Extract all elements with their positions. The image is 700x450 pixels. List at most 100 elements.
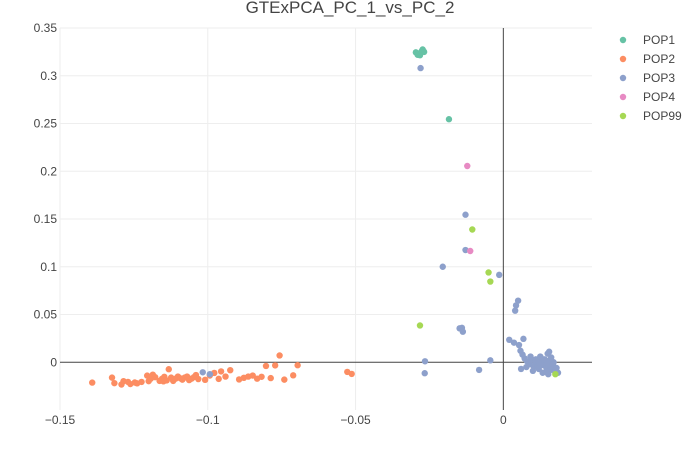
- data-point[interactable]: [417, 64, 424, 72]
- data-point[interactable]: [138, 378, 145, 386]
- data-point[interactable]: [469, 226, 476, 233]
- y-axis-ticks: 0 0.05 0.1 0.15 0.2 0.25 0.3 0.35: [34, 21, 58, 369]
- data-point[interactable]: [506, 336, 513, 344]
- data-point[interactable]: [512, 302, 520, 309]
- data-point[interactable]: [227, 366, 234, 374]
- data-point[interactable]: [195, 375, 202, 383]
- data-point[interactable]: [459, 328, 467, 335]
- series-pop2: [89, 352, 355, 388]
- y-tick-label: 0.3: [40, 69, 57, 83]
- data-point[interactable]: [549, 360, 557, 368]
- data-point[interactable]: [514, 297, 522, 304]
- legend-item-pop99[interactable]: POP99: [619, 109, 682, 123]
- legend-item-pop4[interactable]: POP4: [619, 90, 676, 104]
- data-point[interactable]: [199, 369, 206, 376]
- data-point[interactable]: [510, 339, 518, 346]
- series-pop1: [412, 46, 453, 123]
- data-point[interactable]: [201, 376, 209, 384]
- data-point[interactable]: [421, 370, 428, 377]
- data-point[interactable]: [511, 307, 519, 314]
- data-point[interactable]: [487, 357, 494, 364]
- data-point[interactable]: [527, 353, 534, 360]
- data-point[interactable]: [262, 362, 270, 370]
- data-point[interactable]: [416, 322, 424, 329]
- series-pop3: [199, 64, 562, 378]
- data-point[interactable]: [160, 378, 167, 385]
- data-point[interactable]: [143, 372, 151, 379]
- y-tick-label: 0.25: [34, 117, 58, 131]
- data-point[interactable]: [206, 370, 214, 378]
- grid-lines: [59, 27, 592, 410]
- data-point[interactable]: [294, 362, 301, 369]
- legend[interactable]: POP1 POP2 POP3 POP4 POP99: [619, 33, 682, 123]
- data-point[interactable]: [485, 269, 492, 276]
- data-point[interactable]: [276, 352, 283, 359]
- legend-item-pop3[interactable]: POP3: [619, 71, 676, 85]
- legend-item-pop2[interactable]: POP2: [619, 52, 676, 66]
- data-point[interactable]: [281, 376, 288, 383]
- data-point[interactable]: [517, 365, 525, 373]
- data-point[interactable]: [111, 379, 118, 387]
- data-point[interactable]: [487, 278, 494, 285]
- data-point[interactable]: [439, 263, 446, 270]
- data-point[interactable]: [445, 116, 453, 123]
- data-point[interactable]: [545, 370, 552, 378]
- data-point[interactable]: [539, 369, 546, 376]
- data-point[interactable]: [267, 374, 274, 382]
- data-point[interactable]: [348, 370, 355, 378]
- data-point[interactable]: [545, 348, 553, 355]
- legend-marker: [619, 93, 627, 101]
- y-tick-label: 0.15: [34, 212, 58, 226]
- data-point[interactable]: [215, 375, 222, 383]
- data-point[interactable]: [217, 368, 225, 375]
- series-pop4: [464, 162, 474, 255]
- legend-label: POP3: [643, 71, 675, 85]
- data-point[interactable]: [108, 374, 116, 381]
- y-tick-label: 0: [50, 355, 57, 369]
- data-point[interactable]: [249, 372, 256, 379]
- data-point[interactable]: [515, 341, 523, 349]
- data-point[interactable]: [467, 247, 474, 255]
- data-point[interactable]: [222, 373, 229, 380]
- zero-lines: [60, 28, 592, 410]
- data-point[interactable]: [520, 335, 527, 343]
- data-point[interactable]: [529, 367, 537, 375]
- data-point[interactable]: [475, 366, 483, 374]
- data-point[interactable]: [541, 356, 548, 363]
- data-point[interactable]: [421, 358, 429, 365]
- data-point[interactable]: [89, 379, 96, 386]
- data-point[interactable]: [462, 211, 469, 218]
- y-tick-label: 0.2: [40, 164, 57, 178]
- legend-marker: [619, 74, 627, 82]
- legend-item-pop1[interactable]: POP1: [619, 33, 676, 47]
- data-point[interactable]: [258, 373, 265, 380]
- y-tick-label: 0.35: [34, 21, 58, 35]
- series-pop99: [416, 226, 559, 378]
- x-tick-label: 0: [500, 413, 507, 427]
- chart-title: GTExPCA_PC_1_vs_PC_2: [246, 0, 455, 17]
- data-point[interactable]: [289, 372, 297, 379]
- data-point[interactable]: [552, 370, 559, 378]
- data-point[interactable]: [271, 362, 279, 369]
- legend-label: POP1: [643, 33, 675, 47]
- x-tick-label: −0.1: [196, 413, 220, 427]
- data-point[interactable]: [523, 363, 530, 371]
- data-point[interactable]: [464, 162, 471, 170]
- data-point[interactable]: [165, 366, 172, 373]
- legend-label: POP2: [643, 52, 675, 66]
- data-point[interactable]: [548, 354, 555, 361]
- data-point[interactable]: [414, 51, 421, 58]
- x-tick-label: −0.15: [45, 413, 76, 427]
- data-point[interactable]: [420, 48, 428, 56]
- legend-marker: [619, 55, 627, 63]
- data-points: [89, 46, 562, 388]
- data-point[interactable]: [495, 271, 503, 279]
- legend-marker: [619, 36, 627, 44]
- legend-label: POP99: [643, 109, 682, 123]
- legend-label: POP4: [643, 90, 675, 104]
- data-point[interactable]: [151, 373, 159, 381]
- y-tick-label: 0.05: [34, 308, 58, 322]
- y-tick-label: 0.1: [40, 260, 57, 274]
